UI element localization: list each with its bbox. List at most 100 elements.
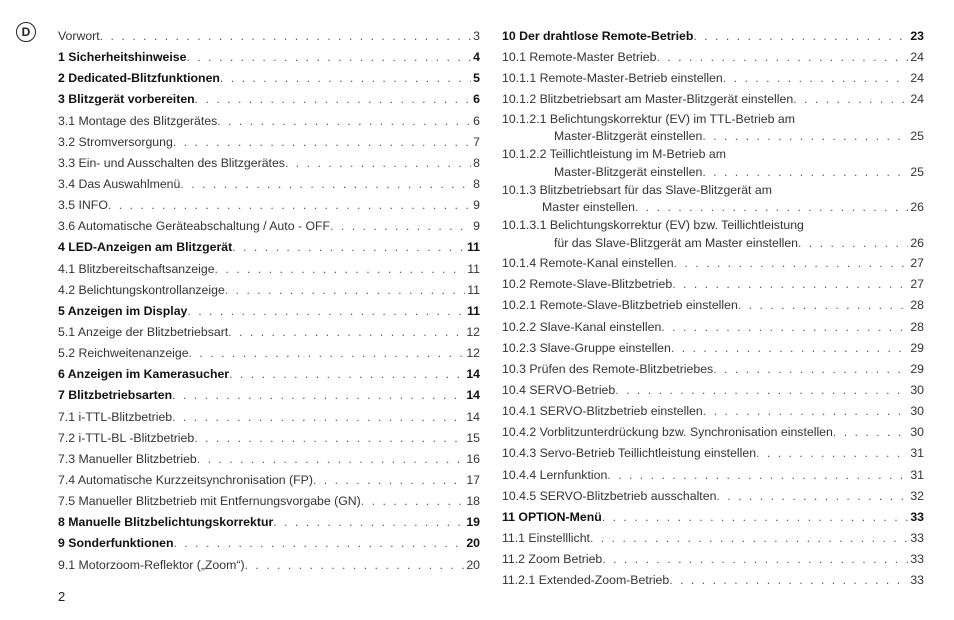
toc-entry: 7.3 Manueller Blitzbetrieb16 xyxy=(58,449,480,470)
toc-entry: 10.1.1 Remote-Master-Betrieb einstellen2… xyxy=(502,68,924,89)
toc-entry-page: 20 xyxy=(464,533,480,554)
toc-entry-label: Vorwort xyxy=(58,26,100,47)
toc-entry-label: 3.2 Stromversorgung xyxy=(58,132,173,153)
toc-leader-dots xyxy=(798,234,908,253)
toc-entry-page: 6 xyxy=(471,89,480,110)
toc-leader-dots xyxy=(607,465,908,486)
toc-entry-label: 10.2 Remote-Slave-Blitzbetrieb xyxy=(502,274,672,295)
toc-entry: 10.1.4 Remote-Kanal einstellen 27 xyxy=(502,253,924,274)
toc-entry-page: 26 xyxy=(908,198,924,217)
toc-entry: Vorwort3 xyxy=(58,26,480,47)
toc-entry: 11.2.1 Extended-Zoom-Betrieb33 xyxy=(502,570,924,591)
toc-entry-page: 25 xyxy=(908,127,924,146)
toc-entry-page: 14 xyxy=(464,385,480,406)
toc-entry-page: 7 xyxy=(471,132,480,153)
toc-entry-page: 25 xyxy=(908,163,924,182)
toc-entry-label: 4.1 Blitzbereitschaftsanzeige xyxy=(58,259,215,280)
toc-entry-label: 10.4.3 Servo-Betrieb Teillichtleistung e… xyxy=(502,443,756,464)
toc-entry-multiline: 10.1.3 Blitzbetriebsart für das Slave-Bl… xyxy=(502,182,924,218)
toc-entry-line2: Master-Blitzgerät einstellen25 xyxy=(502,163,924,182)
toc-entry: 10.4.5 SERVO-Blitzbetrieb ausschalten32 xyxy=(502,486,924,507)
toc-entry-label: 3 Blitzgerät vorbereiten xyxy=(58,89,195,110)
toc-entry: 8 Manuelle Blitzbelichtungskorrektur19 xyxy=(58,512,480,533)
toc-entry-label: 10.3 Prüfen des Remote-Blitzbetriebes xyxy=(502,359,713,380)
toc-leader-dots xyxy=(671,338,908,359)
toc-entry-page: 33 xyxy=(908,507,924,528)
toc-entry-page: 19 xyxy=(464,512,480,533)
toc-entry-label: 10.1.4 Remote-Kanal einstellen xyxy=(502,253,674,274)
toc-leader-dots xyxy=(172,385,464,406)
toc-entry: 7.1 i-TTL-Blitzbetrieb14 xyxy=(58,407,480,428)
toc-entry: 4 LED-Anzeigen am Blitzgerät11 xyxy=(58,237,480,258)
toc-entry: 1 Sicherheitshinweise4 xyxy=(58,47,480,68)
toc-leader-dots xyxy=(656,47,908,68)
toc-entry-label: 10.4 SERVO-Betrieb xyxy=(502,380,615,401)
toc-entry-page: 15 xyxy=(464,428,480,449)
toc-entry-page: 8 xyxy=(471,174,480,195)
toc-entry-label: 10.4.4 Lernfunktion xyxy=(502,465,607,486)
toc-entry-line1: 10.1.3 Blitzbetriebsart für das Slave-Bl… xyxy=(502,182,924,199)
toc-entry: 3.2 Stromversorgung 7 xyxy=(58,132,480,153)
toc-entry-page: 30 xyxy=(908,380,924,401)
toc-leader-dots xyxy=(602,507,909,528)
toc-entry: 5 Anzeigen im Display11 xyxy=(58,301,480,322)
toc-entry-multiline: 10.1.3.1 Belichtungskorrektur (EV) bzw. … xyxy=(502,217,924,253)
toc-columns: Vorwort31 Sicherheitshinweise42 Dedicate… xyxy=(58,26,924,591)
toc-entry-label: 10.4.1 SERVO-Blitzbetrieb einstellen xyxy=(502,401,703,422)
toc-entry-label: 9 Sonderfunktionen xyxy=(58,533,173,554)
toc-leader-dots xyxy=(187,301,465,322)
toc-entry-label: 3.5 INFO xyxy=(58,195,108,216)
language-code: D xyxy=(22,25,31,39)
toc-entry-page: 30 xyxy=(908,422,924,443)
toc-entry-label: 7.3 Manueller Blitzbetrieb xyxy=(58,449,197,470)
toc-entry: 10.2.3 Slave-Gruppe einstellen29 xyxy=(502,338,924,359)
toc-leader-dots xyxy=(215,259,466,280)
toc-entry-page: 5 xyxy=(471,68,480,89)
toc-entry-page: 27 xyxy=(908,253,924,274)
toc-entry-line2: Master einstellen 26 xyxy=(502,198,924,217)
toc-entry-page: 29 xyxy=(908,338,924,359)
toc-entry: 10.3 Prüfen des Remote-Blitzbetriebes29 xyxy=(502,359,924,380)
toc-entry-page: 9 xyxy=(471,195,480,216)
toc-leader-dots xyxy=(738,295,908,316)
toc-entry-label: 4.2 Belichtungskontrollanzeige xyxy=(58,280,225,301)
toc-entry: 3.4 Das Auswahlmenü8 xyxy=(58,174,480,195)
toc-entry-label: 7.2 i-TTL-BL -Blitzbetrieb xyxy=(58,428,194,449)
toc-entry: 7 Blitzbetriebsarten14 xyxy=(58,385,480,406)
toc-entry: 3.3 Ein- und Ausschalten des Blitzgeräte… xyxy=(58,153,480,174)
toc-leader-dots xyxy=(285,153,471,174)
toc-entry-label: 3.3 Ein- und Ausschalten des Blitzgeräte… xyxy=(58,153,285,174)
toc-leader-dots xyxy=(195,89,471,110)
toc-entry-page: 4 xyxy=(471,47,480,68)
toc-entry-label: 6 Anzeigen im Kamerasucher xyxy=(58,364,229,385)
toc-leader-dots xyxy=(108,195,471,216)
toc-entry: 10.2.1 Remote-Slave-Blitzbetrieb einstel… xyxy=(502,295,924,316)
toc-entry-page: 26 xyxy=(908,234,924,253)
toc-entry-page: 31 xyxy=(908,465,924,486)
toc-leader-dots xyxy=(100,26,471,47)
toc-leader-dots xyxy=(313,470,464,491)
toc-leader-dots xyxy=(228,322,464,343)
toc-entry: 10.1 Remote-Master Betrieb24 xyxy=(502,47,924,68)
toc-leader-dots xyxy=(702,163,908,182)
toc-leader-dots xyxy=(217,111,471,132)
toc-entry-label: 2 Dedicated-Blitzfunktionen xyxy=(58,68,220,89)
toc-leader-dots xyxy=(661,317,908,338)
toc-entry-label: Master einstellen xyxy=(502,198,635,217)
toc-entry-page: 33 xyxy=(908,528,924,549)
toc-entry-label: 7.1 i-TTL-Blitzbetrieb xyxy=(58,407,172,428)
toc-entry: 10.1.2 Blitzbetriebsart am Master-Blitzg… xyxy=(502,89,924,110)
toc-leader-dots xyxy=(833,422,908,443)
toc-entry: 11.1 Einstelllicht33 xyxy=(502,528,924,549)
toc-entry-label: 10.4.5 SERVO-Blitzbetrieb ausschalten xyxy=(502,486,716,507)
toc-leader-dots xyxy=(220,68,471,89)
toc-entry: 3.1 Montage des Blitzgerätes6 xyxy=(58,111,480,132)
toc-entry: 9 Sonderfunktionen 20 xyxy=(58,533,480,554)
toc-leader-dots xyxy=(703,401,909,422)
toc-entry-line2: Master-Blitzgerät einstellen25 xyxy=(502,127,924,146)
toc-entry-multiline: 10.1.2.1 Belichtungskorrektur (EV) im TT… xyxy=(502,111,924,147)
toc-entry-page: 28 xyxy=(908,317,924,338)
toc-entry: 10.4.4 Lernfunktion 31 xyxy=(502,465,924,486)
toc-entry: 3.6 Automatische Geräteabschaltung / Aut… xyxy=(58,216,480,237)
toc-entry-page: 14 xyxy=(464,364,480,385)
